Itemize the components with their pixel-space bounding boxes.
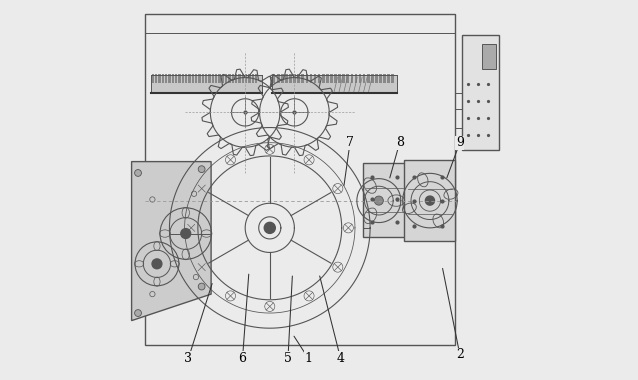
Text: 5: 5 bbox=[284, 352, 292, 365]
Bar bbox=[205, 74, 207, 84]
Bar bbox=[202, 74, 204, 84]
Circle shape bbox=[152, 259, 162, 269]
Bar bbox=[238, 74, 241, 84]
Bar bbox=[383, 74, 386, 84]
Circle shape bbox=[198, 283, 205, 290]
Bar bbox=[185, 74, 187, 84]
Bar bbox=[404, 160, 456, 241]
Bar bbox=[355, 74, 357, 84]
Bar bbox=[215, 74, 217, 84]
Bar bbox=[330, 74, 332, 84]
Bar bbox=[172, 74, 174, 84]
Bar bbox=[326, 74, 329, 84]
Bar bbox=[359, 74, 361, 84]
Bar bbox=[289, 74, 292, 84]
Bar bbox=[462, 35, 499, 150]
Bar bbox=[272, 75, 397, 93]
Circle shape bbox=[181, 229, 191, 239]
Bar bbox=[482, 44, 496, 69]
Text: 7: 7 bbox=[346, 136, 354, 149]
Bar bbox=[232, 74, 234, 84]
Bar bbox=[165, 74, 167, 84]
Bar bbox=[306, 74, 308, 84]
Bar bbox=[309, 74, 312, 84]
Bar bbox=[367, 74, 369, 84]
Bar bbox=[281, 74, 284, 84]
Bar bbox=[318, 74, 320, 84]
Text: 2: 2 bbox=[456, 348, 464, 361]
Circle shape bbox=[135, 169, 142, 176]
Bar bbox=[155, 74, 157, 84]
Bar bbox=[346, 74, 349, 84]
Bar bbox=[221, 74, 224, 84]
Polygon shape bbox=[131, 162, 211, 321]
Circle shape bbox=[135, 310, 142, 317]
Bar bbox=[145, 14, 456, 345]
Circle shape bbox=[198, 166, 205, 173]
Text: 4: 4 bbox=[337, 352, 345, 365]
Bar bbox=[314, 74, 316, 84]
Bar bbox=[195, 74, 197, 84]
Bar bbox=[277, 74, 279, 84]
Bar bbox=[285, 74, 288, 84]
Bar bbox=[168, 74, 170, 84]
Bar bbox=[178, 74, 181, 84]
Bar bbox=[251, 74, 254, 84]
Bar bbox=[182, 74, 184, 84]
Bar bbox=[301, 74, 304, 84]
Text: 1: 1 bbox=[304, 352, 313, 365]
Bar bbox=[248, 74, 251, 84]
Bar bbox=[363, 74, 366, 84]
Bar bbox=[362, 163, 407, 238]
Bar bbox=[338, 74, 341, 84]
Bar bbox=[218, 74, 221, 84]
Bar bbox=[391, 74, 394, 84]
Bar bbox=[188, 74, 191, 84]
Bar bbox=[175, 74, 177, 84]
Text: 9: 9 bbox=[456, 136, 464, 149]
Bar bbox=[161, 74, 164, 84]
Bar bbox=[225, 74, 227, 84]
Bar bbox=[158, 74, 161, 84]
Bar bbox=[297, 74, 300, 84]
Bar bbox=[235, 74, 237, 84]
Bar bbox=[191, 74, 194, 84]
Bar bbox=[322, 74, 325, 84]
Bar bbox=[375, 74, 378, 84]
Circle shape bbox=[426, 196, 434, 205]
Bar bbox=[212, 74, 214, 84]
Bar bbox=[255, 74, 257, 84]
Bar bbox=[151, 75, 262, 93]
Bar bbox=[387, 74, 390, 84]
Bar bbox=[228, 74, 230, 84]
Bar bbox=[242, 74, 244, 84]
Bar bbox=[198, 74, 200, 84]
Text: 3: 3 bbox=[184, 352, 193, 365]
Bar bbox=[245, 74, 247, 84]
Bar bbox=[293, 74, 296, 84]
Bar bbox=[208, 74, 211, 84]
Bar bbox=[273, 74, 276, 84]
Bar bbox=[343, 74, 345, 84]
Bar bbox=[350, 74, 353, 84]
Circle shape bbox=[264, 222, 276, 233]
Text: 8: 8 bbox=[396, 136, 404, 149]
Text: 6: 6 bbox=[239, 352, 246, 365]
Bar bbox=[371, 74, 374, 84]
Bar bbox=[379, 74, 382, 84]
Bar bbox=[152, 74, 154, 84]
Circle shape bbox=[375, 196, 383, 205]
Bar bbox=[334, 74, 337, 84]
